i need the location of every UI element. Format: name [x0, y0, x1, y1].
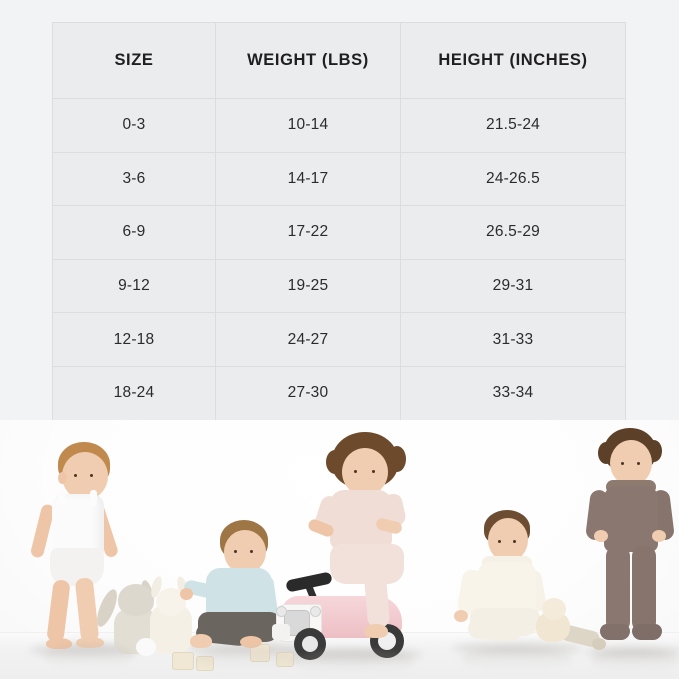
- cell-height: 33-34: [400, 365, 626, 421]
- hand-right: [652, 530, 666, 542]
- size-chart-section: SIZE WEIGHT (LBS) HEIGHT (INCHES) 0-3 10…: [52, 22, 626, 421]
- eye: [498, 540, 501, 543]
- cell-size: 3-6: [52, 151, 216, 207]
- cell-weight: 19-25: [215, 258, 401, 314]
- floor-reflection: [294, 649, 414, 675]
- ear: [58, 472, 67, 484]
- head: [62, 452, 108, 500]
- hand-left: [454, 610, 468, 622]
- leg-right: [632, 546, 656, 632]
- hand-left: [594, 530, 608, 542]
- size-chart-table: SIZE WEIGHT (LBS) HEIGHT (INCHES) 0-3 10…: [52, 22, 626, 421]
- wooden-block: [172, 652, 194, 670]
- table-row: 9-12 19-25 29-31: [52, 258, 626, 314]
- cell-height: 21.5-24: [400, 98, 626, 153]
- cell-size: 12-18: [52, 312, 216, 367]
- table-row: 12-18 24-27 31-33: [52, 312, 626, 367]
- cell-height: 26.5-29: [400, 205, 626, 260]
- plush-head: [542, 598, 566, 620]
- cell-weight: 17-22: [215, 205, 401, 260]
- floor-reflection: [462, 647, 572, 671]
- plush-foot: [592, 638, 606, 650]
- eye: [74, 474, 77, 477]
- foot-left: [46, 638, 72, 649]
- cell-size: 6-9: [52, 205, 216, 260]
- table-row: 0-3 10-14 21.5-24: [52, 98, 626, 153]
- eye: [621, 462, 624, 465]
- head: [342, 448, 388, 496]
- car-bumper: [272, 624, 290, 640]
- wheel-hub-front: [302, 636, 318, 652]
- cream-onesie: [478, 562, 536, 616]
- cell-height: 31-33: [400, 312, 626, 367]
- wooden-block: [276, 652, 294, 667]
- taupe-onesie-torso: [604, 486, 658, 552]
- eye: [513, 540, 516, 543]
- head: [224, 530, 266, 574]
- column-header-weight: WEIGHT (LBS): [215, 22, 401, 99]
- table-row: 18-24 27-30 33-34: [52, 365, 626, 421]
- toddler-sitting-blue-top: [178, 520, 313, 660]
- footed-foot-left: [600, 624, 630, 640]
- foot-front: [190, 634, 212, 648]
- cell-height: 29-31: [400, 258, 626, 314]
- shadow: [586, 646, 679, 658]
- toddler-standing-taupe-onesie: [578, 428, 679, 658]
- table-header-row: SIZE WEIGHT (LBS) HEIGHT (INCHES): [52, 22, 626, 99]
- leg-out: [467, 618, 523, 642]
- shadow: [186, 642, 306, 654]
- foot: [364, 624, 388, 638]
- floor-reflection: [44, 643, 134, 669]
- column-header-height: HEIGHT (INCHES): [400, 22, 626, 99]
- eye: [90, 474, 93, 477]
- headlight-right: [310, 606, 321, 617]
- cell-weight: 10-14: [215, 98, 401, 153]
- toddler-sitting-cream-onesie: [452, 510, 572, 660]
- cell-size: 18-24: [52, 365, 216, 421]
- head: [488, 518, 528, 562]
- cell-weight: 27-30: [215, 365, 401, 421]
- cell-weight: 14-17: [215, 151, 401, 207]
- footed-foot-right: [632, 624, 662, 640]
- cell-height: 24-26.5: [400, 151, 626, 207]
- toddler-riding-pink-car: [300, 432, 440, 660]
- blue-long-sleeve-top: [206, 568, 272, 620]
- leg-left: [606, 546, 630, 632]
- eye: [250, 550, 253, 553]
- column-header-size: SIZE: [52, 22, 216, 99]
- eye: [372, 470, 375, 473]
- floor-reflection: [196, 647, 300, 671]
- headlight-left: [276, 606, 287, 617]
- table-row: 3-6 14-17 24-26.5: [52, 151, 626, 207]
- foot-right: [76, 637, 104, 648]
- leg-left: [46, 579, 71, 643]
- plush-ball: [136, 638, 156, 656]
- cell-size: 0-3: [52, 98, 216, 153]
- floor-reflection: [592, 649, 678, 673]
- lifestyle-photo: [0, 420, 679, 679]
- wooden-block: [196, 656, 214, 671]
- shadow: [452, 642, 582, 654]
- eye: [637, 462, 640, 465]
- table-row: 6-9 17-22 26.5-29: [52, 205, 626, 260]
- toddler-walking-white-tank: [28, 442, 148, 657]
- foot-back: [240, 636, 262, 648]
- tank-strap-left: [58, 490, 65, 506]
- cell-weight: 24-27: [215, 312, 401, 367]
- tank-strap-right: [90, 490, 97, 506]
- bunny-plush-group: [93, 572, 206, 658]
- plush-head: [118, 584, 154, 616]
- eye: [354, 470, 357, 473]
- head: [610, 440, 652, 486]
- cell-size: 9-12: [52, 258, 216, 314]
- bunny-plush-cream-2: [530, 598, 606, 660]
- hand-left: [180, 588, 193, 600]
- eye: [234, 550, 237, 553]
